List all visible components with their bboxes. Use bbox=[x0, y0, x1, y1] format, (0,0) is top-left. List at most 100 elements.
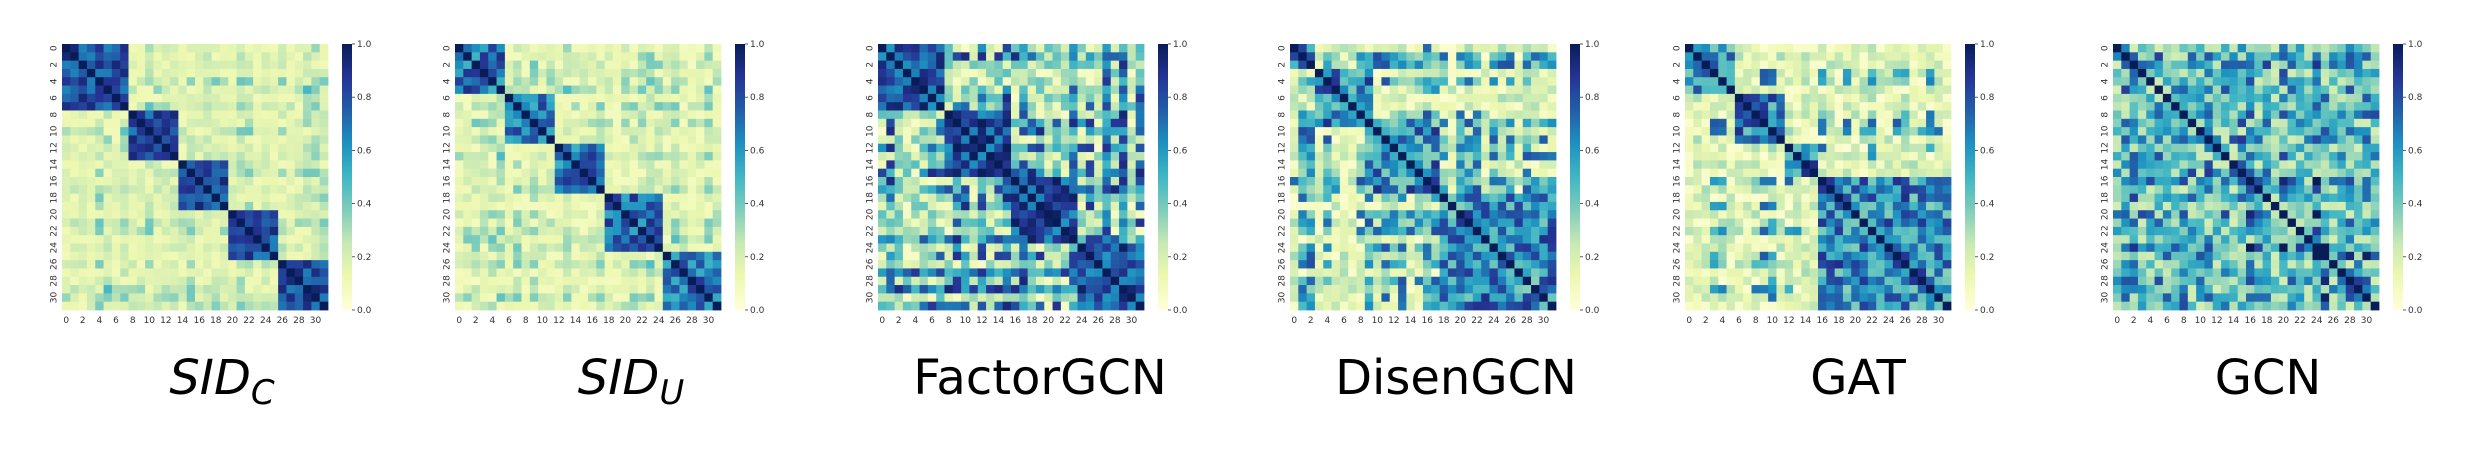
heatmap-cell bbox=[236, 135, 246, 145]
heatmap-cell bbox=[961, 152, 970, 161]
heatmap-cell bbox=[1851, 60, 1860, 70]
heatmap-cell bbox=[1464, 52, 1474, 62]
heatmap-cell bbox=[1044, 285, 1053, 294]
heatmap-cell bbox=[1348, 93, 1357, 103]
heatmap-cell bbox=[1851, 68, 1860, 78]
heatmap-cell bbox=[228, 68, 237, 78]
heatmap-cell bbox=[319, 285, 329, 294]
heatmap-cell bbox=[145, 77, 154, 86]
heatmap-cell bbox=[128, 185, 138, 195]
heatmap-cell bbox=[1398, 243, 1407, 253]
heatmap-cell bbox=[311, 201, 321, 211]
heatmap-cell bbox=[886, 60, 896, 70]
heatmap-cell bbox=[637, 44, 647, 53]
heatmap-cell bbox=[286, 143, 296, 153]
heatmap-cell bbox=[278, 285, 287, 294]
heatmap-cell bbox=[504, 210, 514, 219]
heatmap-cell bbox=[1456, 60, 1465, 70]
heatmap-cell bbox=[1809, 85, 1819, 95]
heatmap-cell bbox=[1011, 285, 1020, 294]
heatmap-cell bbox=[1793, 210, 1802, 219]
heatmap-cell bbox=[1917, 185, 1927, 195]
heatmap-cell bbox=[911, 77, 920, 86]
heatmap-cell bbox=[1884, 93, 1894, 103]
heatmap-cell bbox=[319, 127, 329, 136]
heatmap-cell bbox=[1406, 143, 1416, 153]
heatmap-cell bbox=[186, 235, 196, 244]
heatmap-cell bbox=[1522, 93, 1532, 103]
heatmap-cell bbox=[195, 218, 204, 228]
heatmap-cell bbox=[1784, 185, 1794, 195]
y-tick-label: 22 bbox=[866, 225, 876, 236]
heatmap-cell bbox=[679, 118, 689, 128]
heatmap-cell bbox=[1052, 260, 1062, 269]
heatmap-cell bbox=[1431, 93, 1441, 103]
heatmap-cell bbox=[145, 127, 154, 136]
heatmap-cell bbox=[886, 93, 896, 103]
heatmap-cell bbox=[894, 276, 904, 286]
heatmap-cell bbox=[986, 210, 995, 219]
heatmap-cell bbox=[1514, 60, 1524, 70]
heatmap-cell bbox=[579, 44, 589, 53]
heatmap-cell bbox=[1809, 135, 1819, 145]
x-tick-label: 24 bbox=[1488, 316, 1500, 326]
heatmap-cell bbox=[1439, 152, 1449, 161]
heatmap-cell bbox=[136, 177, 146, 186]
heatmap-cell bbox=[261, 201, 271, 211]
heatmap-cell bbox=[571, 226, 581, 236]
heatmap-cell bbox=[111, 135, 121, 145]
heatmap-cell bbox=[538, 235, 547, 244]
heatmap-cell bbox=[654, 301, 664, 311]
heatmap-cell bbox=[95, 135, 104, 145]
heatmap-cell bbox=[654, 210, 664, 219]
heatmap-cell bbox=[546, 251, 556, 261]
heatmap-cell bbox=[894, 85, 904, 95]
heatmap-cell bbox=[629, 143, 639, 153]
heatmap-cell bbox=[612, 85, 622, 95]
heatmap-cell bbox=[496, 68, 506, 78]
heatmap-cell bbox=[1381, 44, 1391, 53]
heatmap-cell bbox=[687, 218, 697, 228]
heatmap-cell bbox=[1431, 210, 1441, 219]
heatmap-cell bbox=[554, 268, 564, 278]
heatmap-cell bbox=[78, 268, 88, 278]
heatmap-cell bbox=[1759, 152, 1769, 161]
heatmap-cell bbox=[1290, 251, 1299, 261]
heatmap-cell bbox=[687, 301, 697, 311]
heatmap-cell bbox=[529, 285, 539, 294]
heatmap-cell bbox=[211, 235, 221, 244]
heatmap-cell bbox=[571, 118, 581, 128]
heatmap-cell bbox=[211, 260, 221, 269]
heatmap-cell bbox=[471, 168, 481, 178]
heatmap-cell bbox=[303, 276, 312, 286]
heatmap-cell bbox=[1052, 60, 1062, 70]
heatmap-cell bbox=[1522, 285, 1532, 294]
heatmap-cell bbox=[1439, 85, 1449, 95]
heatmap-cell bbox=[1867, 143, 1877, 153]
heatmap-cell bbox=[1373, 52, 1382, 62]
heatmap-cell bbox=[136, 193, 146, 203]
heatmap-cell bbox=[704, 285, 714, 294]
heatmap-cell bbox=[513, 185, 522, 195]
heatmap-cell bbox=[120, 152, 129, 161]
heatmap-cell bbox=[1514, 293, 1524, 303]
heatmap-cell bbox=[902, 85, 912, 95]
heatmap-cell bbox=[1027, 143, 1037, 153]
heatmap-cell bbox=[1119, 268, 1128, 278]
heatmap-cell bbox=[1314, 301, 1324, 311]
heatmap-cell bbox=[1389, 201, 1399, 211]
heatmap-cell bbox=[1414, 260, 1424, 269]
heatmap-cell bbox=[1793, 218, 1802, 228]
heatmap-cell bbox=[1826, 127, 1836, 136]
heatmap-cell bbox=[1381, 143, 1391, 153]
heatmap-cell bbox=[1027, 93, 1037, 103]
heatmap-cell bbox=[1547, 135, 1557, 145]
heatmap-cell bbox=[629, 168, 639, 178]
heatmap-cell bbox=[1085, 260, 1095, 269]
heatmap-cell bbox=[687, 293, 697, 303]
x-tick-label: 2 bbox=[896, 316, 902, 326]
heatmap-cell bbox=[1801, 127, 1811, 136]
heatmap-cell bbox=[646, 152, 655, 161]
heatmap-cell bbox=[244, 177, 254, 186]
heatmap-cell bbox=[662, 235, 672, 244]
